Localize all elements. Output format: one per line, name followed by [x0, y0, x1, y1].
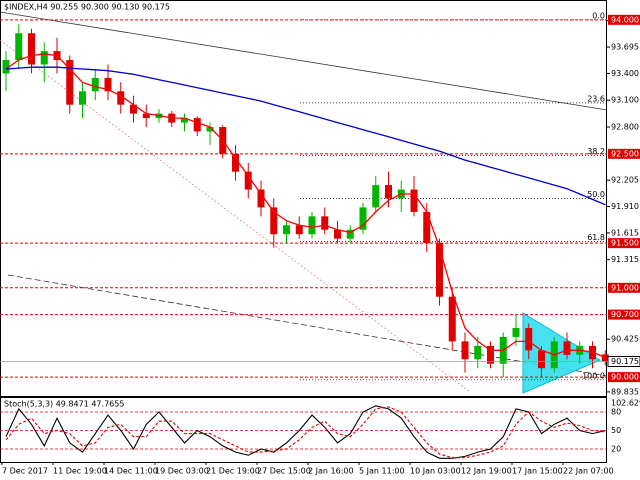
y-tick-label: 91.315 — [611, 255, 639, 264]
stochastic-line — [5, 405, 606, 459]
candle-body — [15, 33, 23, 61]
y-tick-label: 89.835 — [611, 387, 639, 396]
candle-body — [2, 60, 10, 74]
level-label: 91.500 — [611, 239, 639, 248]
y-tick-label: 92.800 — [611, 123, 639, 132]
candle-body — [601, 354, 609, 362]
last-price-label: 90.175 — [611, 357, 639, 366]
candle-body — [359, 207, 367, 230]
candle-body — [525, 328, 533, 351]
candle-body — [66, 60, 74, 105]
y-tick-label: 92.205 — [611, 176, 639, 185]
indicator-tick-label: 80 — [611, 407, 621, 416]
x-tick-label: 14 Dec 11:00 — [104, 467, 158, 476]
candle-body — [130, 104, 137, 114]
x-tick-label: 7 Dec 2017 — [2, 467, 48, 476]
candle-body — [512, 328, 520, 337]
level-box — [608, 14, 640, 25]
candle-body — [295, 225, 303, 235]
indicator-tick-label: 20 — [611, 445, 621, 454]
candle-body — [321, 216, 329, 230]
candle-body — [448, 296, 456, 342]
candle-body — [474, 345, 482, 360]
candle-body — [104, 77, 112, 92]
indicator-tick-label: 102.629 — [611, 399, 640, 408]
triangle-pattern — [522, 312, 602, 394]
x-tick-label: 12 Jan 19:00 — [461, 467, 512, 476]
last-price-box — [607, 356, 640, 368]
chart-title: $INDEX,H4 90.255 90.300 90.130 90.175 — [4, 3, 170, 12]
candle-body — [487, 345, 494, 364]
candle-body — [308, 216, 316, 235]
moving-average — [5, 53, 606, 359]
candle-body — [91, 77, 99, 92]
fib-label: 38.2 — [587, 147, 605, 156]
candle-body — [283, 225, 290, 235]
x-tick-label: 22 Jan 07:00 — [563, 467, 614, 476]
trend-line — [0, 39, 471, 393]
level-label: 94.000 — [611, 15, 639, 24]
candle-body — [270, 207, 278, 235]
candle-body — [257, 189, 265, 208]
x-tick-label: 21 Dec 19:00 — [206, 467, 260, 476]
candle-body — [436, 243, 443, 297]
level-box — [608, 282, 640, 293]
candle-body — [372, 185, 380, 208]
y-tick-label: 93.100 — [611, 96, 639, 105]
candle-body — [334, 229, 341, 239]
trend-line — [0, 11, 608, 111]
y-tick-label: 93.400 — [611, 69, 639, 78]
x-tick-label: 2 Jan 16:00 — [308, 467, 354, 476]
fib-label: 50.0 — [587, 190, 605, 199]
fib-label: 100.0 — [582, 371, 605, 380]
candle-body — [40, 51, 48, 65]
level-box — [608, 148, 640, 159]
fib-label: 61.8 — [587, 233, 605, 242]
candle-body — [410, 189, 418, 212]
fib-label: 23.6 — [587, 94, 605, 103]
x-tick-label: 11 Dec 19:00 — [53, 467, 107, 476]
fib-label: 0.0 — [592, 11, 605, 20]
level-box — [608, 309, 640, 320]
candle-body — [385, 185, 392, 199]
x-tick-label: 17 Jan 15:00 — [512, 467, 563, 476]
candle-body — [117, 91, 125, 105]
level-label: 91.000 — [611, 283, 639, 292]
candle-body — [142, 113, 150, 119]
candle-body — [232, 153, 239, 172]
candle-body — [181, 118, 188, 123]
y-tick-label: 91.910 — [611, 202, 639, 211]
stochastic-line — [5, 406, 606, 459]
x-tick-label: 27 Dec 15:00 — [257, 467, 311, 476]
indicator-pane — [0, 397, 607, 463]
level-box — [608, 372, 640, 383]
x-tick-label: 10 Jan 03:00 — [410, 467, 461, 476]
level-label: 92.500 — [611, 149, 639, 158]
trend-line — [7, 274, 608, 377]
moving-average — [5, 66, 606, 206]
level-box — [608, 238, 640, 249]
candle-body — [79, 91, 86, 105]
candle-body — [461, 341, 469, 360]
indicator-tick-label: 50 — [611, 426, 621, 435]
level-label: 90.000 — [611, 373, 639, 382]
candle-body — [206, 127, 214, 132]
x-tick-label: 19 Dec 03:00 — [155, 467, 209, 476]
x-tick-label: 5 Jan 11:00 — [359, 467, 405, 476]
y-tick-label: 93.695 — [611, 43, 639, 52]
level-label: 90.700 — [611, 310, 639, 319]
candle-body — [423, 211, 431, 244]
candle-body — [563, 341, 571, 355]
y-tick-label: 90.425 — [611, 335, 639, 344]
indicator-title: Stoch(5,3,3) 49.8471 47.7655 — [4, 400, 124, 409]
candle-body — [244, 171, 252, 190]
candle-body — [28, 33, 35, 65]
y-tick-label: 91.615 — [611, 228, 639, 237]
candle-body — [346, 229, 354, 239]
candle-body — [538, 350, 545, 369]
candle-body — [193, 118, 201, 132]
